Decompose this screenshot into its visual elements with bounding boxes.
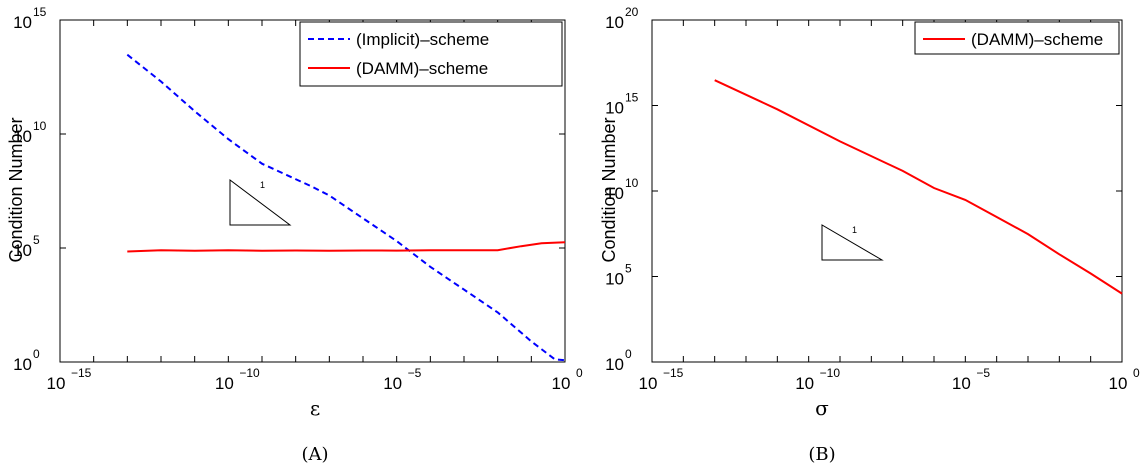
- chart-a-ytick-label: 10: [13, 355, 32, 374]
- chart-a: Condition Number ε (A) 10−1510−1010−5100…: [6, 5, 583, 465]
- chart-a-ytick-exp: 15: [33, 5, 47, 19]
- chart-b-xlabel: σ: [815, 396, 829, 420]
- chart-b-xtick-label: 10: [639, 374, 658, 393]
- chart-b-ytick-label: 10: [605, 270, 624, 289]
- chart-a-caption: (A): [301, 444, 328, 465]
- chart-b-xtick-exp: −5: [976, 366, 990, 380]
- chart-a-xlabel: ε: [310, 396, 320, 420]
- chart-b-caption: (B): [808, 444, 835, 465]
- chart-a-ytick-exp: 0: [33, 347, 40, 361]
- chart-a-xtick-label: 10: [215, 374, 234, 393]
- chart-a-ytick-label: 10: [13, 13, 32, 32]
- chart-a-ytick-label: 10: [13, 241, 32, 260]
- chart-b-ytick-label: 10: [605, 13, 624, 32]
- chart-b-ytick-exp: 5: [625, 262, 632, 276]
- chart-b-axes-box: [651, 19, 1123, 363]
- chart-b-ytick-exp: 0: [625, 347, 632, 361]
- chart-b-series-line: [714, 79, 1123, 295]
- chart-b-xtick-exp: −10: [820, 366, 841, 380]
- chart-a-ytick-exp: 5: [33, 233, 40, 247]
- chart-b-ytick-exp: 10: [625, 176, 639, 190]
- chart-b-xtick-exp: 0: [1133, 366, 1140, 380]
- chart-a-xtick-exp: −15: [71, 366, 92, 380]
- chart-a-series-line: [126, 53, 566, 362]
- chart-a-legend-entry: (Implicit)–scheme: [356, 30, 489, 49]
- chart-b-legend: (DAMM)–scheme: [914, 21, 1120, 55]
- chart-b: Condition Number σ (B) 10−1510−1010−5100…: [599, 5, 1140, 465]
- chart-a-xtick-label: 10: [383, 374, 402, 393]
- chart-b-slope-label: 1: [852, 225, 857, 235]
- chart-a-legend-box: [299, 21, 563, 87]
- chart-b-ytick-exp: 20: [625, 5, 639, 19]
- chart-b-xtick-label: 10: [1109, 374, 1128, 393]
- chart-b-ytick-label: 10: [605, 184, 624, 203]
- chart-a-slope-triangle: [229, 179, 292, 226]
- chart-b-legend-entry: (DAMM)–scheme: [971, 30, 1103, 49]
- chart-b-ytick-exp: 15: [625, 91, 639, 105]
- chart-b-ylabel: Condition Number: [599, 117, 619, 262]
- chart-a-ytick-label: 10: [13, 127, 32, 146]
- chart-a-xtick-label: 10: [552, 374, 571, 393]
- chart-a-slope-label: 1: [260, 180, 265, 190]
- chart-b-ytick-label: 10: [605, 355, 624, 374]
- chart-b-slope-triangle: [821, 224, 884, 261]
- chart-a-xtick-exp: 0: [576, 366, 583, 380]
- chart-a-legend-entry: (DAMM)–scheme: [356, 59, 488, 78]
- chart-a-xtick-exp: −10: [239, 366, 260, 380]
- chart-a-ylabel: Condition Number: [6, 117, 26, 262]
- chart-b-xtick-label: 10: [795, 374, 814, 393]
- chart-a-series-line: [127, 241, 566, 253]
- chart-b-xtick-label: 10: [952, 374, 971, 393]
- chart-a-xtick-label: 10: [47, 374, 66, 393]
- chart-a-ytick-exp: 10: [33, 119, 47, 133]
- chart-a-xtick-exp: −5: [408, 366, 422, 380]
- chart-b-ytick-label: 10: [605, 99, 624, 118]
- chart-b-xtick-exp: −15: [663, 366, 684, 380]
- chart-a-legend: (Implicit)–scheme (DAMM)–scheme: [299, 21, 563, 87]
- chart-a-axes-box: [59, 19, 566, 363]
